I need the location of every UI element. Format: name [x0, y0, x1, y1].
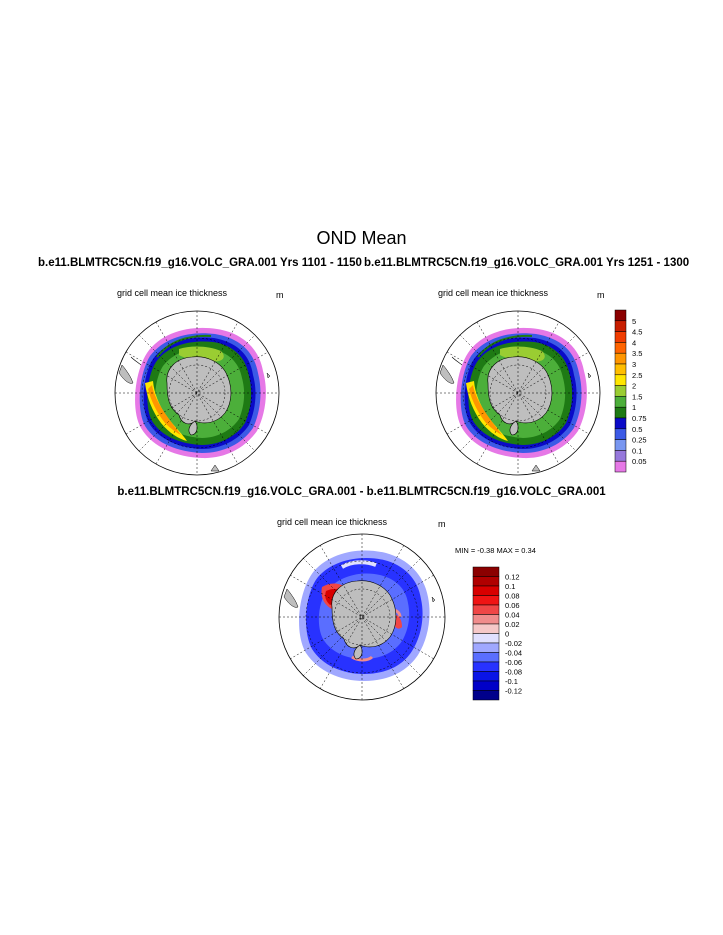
difference-colorbar-swatch: [472, 595, 500, 606]
difference-colorbar-swatch: [472, 614, 500, 625]
thickness-colorbar-label: 4.5: [632, 328, 642, 337]
thickness-colorbar-label: 1: [632, 403, 636, 412]
graticule-difference: [279, 534, 445, 700]
thickness-colorbar-swatch: [614, 385, 627, 397]
panel-left-units: m: [276, 290, 284, 300]
difference-colorbar-label: -0.1: [505, 677, 518, 686]
difference-title: b.e11.BLMTRC5CN.f19_g16.VOLC_GRA.001 - b…: [117, 486, 606, 498]
difference-colorbar-label: -0.06: [505, 658, 522, 667]
difference-colorbar-swatch: [472, 566, 500, 577]
panel-right-subtitle: grid cell mean ice thickness: [438, 288, 549, 298]
difference-colorbar-label: 0.12: [505, 573, 520, 582]
difference-colorbar-label: 0.1: [505, 582, 515, 591]
thickness-colorbar-swatch: [614, 417, 627, 430]
map-panel-right: [435, 310, 601, 476]
difference-colorbar-swatch: [472, 652, 500, 663]
thickness-colorbar-label: 0.5: [632, 425, 642, 434]
map-panel-left: [114, 310, 280, 476]
difference-colorbar-label: -0.08: [505, 668, 522, 677]
difference-colorbar-swatch: [472, 642, 500, 653]
thickness-colorbar-label: 0.75: [632, 414, 647, 423]
difference-units: m: [438, 519, 446, 529]
thickness-colorbar-swatch: [614, 320, 627, 332]
panel-right-run-title: b.e11.BLMTRC5CN.f19_g16.VOLC_GRA.001 Yrs…: [364, 257, 690, 269]
difference-colorbar-swatch: [472, 671, 500, 682]
difference-colorbar-swatch: [472, 633, 500, 644]
thickness-colorbar-label: 3.5: [632, 349, 642, 358]
thickness-colorbar-label: 0.05: [632, 457, 647, 466]
difference-colorbar-swatch: [472, 604, 500, 615]
difference-stats: MIN = -0.38 MAX = 0.34: [455, 546, 536, 555]
thickness-colorbar-label: 3: [632, 360, 636, 369]
figure-title: OND Mean: [316, 228, 407, 248]
thickness-colorbar-swatch: [614, 439, 627, 451]
difference-colorbar-label: -0.04: [505, 649, 522, 658]
thickness-colorbar-swatch: [614, 428, 627, 440]
thickness-colorbar-swatch: [614, 396, 627, 408]
thickness-colorbar-swatch: [614, 352, 627, 365]
thickness-colorbar-label: 0.25: [632, 436, 647, 445]
map-panel-difference: [277, 532, 447, 702]
panel-right-units: m: [597, 290, 605, 300]
thickness-colorbar-label: 5: [632, 317, 636, 326]
thickness-colorbar-swatch: [614, 450, 627, 462]
thickness-colorbar-label: 0.1: [632, 446, 642, 455]
difference-colorbar-swatch: [472, 623, 500, 634]
difference-colorbar-swatch: [472, 661, 500, 672]
difference-colorbar-label: -0.02: [505, 639, 522, 648]
thickness-colorbar-label: 4: [632, 338, 636, 347]
panel-left-run-title: b.e11.BLMTRC5CN.f19_g16.VOLC_GRA.001 Yrs…: [38, 257, 362, 269]
thickness-colorbar-label: 1.5: [632, 392, 642, 401]
difference-colorbar-label: 0: [505, 630, 509, 639]
difference-colorbar: 0.120.10.080.060.040.020-0.02-0.04-0.06-…: [472, 566, 522, 701]
difference-colorbar-label: -0.12: [505, 687, 522, 696]
thickness-colorbar-swatch: [614, 460, 627, 473]
difference-colorbar-swatch: [472, 680, 500, 691]
graticule-right: [436, 311, 600, 475]
thickness-colorbar-swatch: [614, 374, 627, 386]
difference-subtitle: grid cell mean ice thickness: [277, 517, 388, 527]
difference-colorbar-label: 0.08: [505, 592, 520, 601]
difference-colorbar-swatch: [472, 585, 500, 596]
difference-colorbar-label: 0.04: [505, 611, 520, 620]
thickness-colorbar-swatch: [614, 406, 627, 419]
thickness-colorbar-label: 2: [632, 382, 636, 391]
difference-colorbar-swatch: [472, 690, 500, 701]
thickness-colorbar-swatch: [614, 363, 627, 376]
thickness-colorbar-label: 2.5: [632, 371, 642, 380]
panel-left-subtitle: grid cell mean ice thickness: [117, 288, 228, 298]
thickness-colorbar-swatch: [614, 331, 627, 343]
difference-colorbar-label: 0.06: [505, 601, 520, 610]
difference-colorbar-swatch: [472, 576, 500, 587]
thickness-colorbar: 5 4.54 3.5 3 2.5 21.5 1 0.75 0.5 0.250.1 0.05: [614, 309, 647, 473]
graticule-left: [115, 311, 279, 475]
thickness-colorbar-swatch: [614, 342, 627, 354]
thickness-colorbar-swatch: [614, 309, 627, 322]
difference-colorbar-label: 0.02: [505, 620, 520, 629]
